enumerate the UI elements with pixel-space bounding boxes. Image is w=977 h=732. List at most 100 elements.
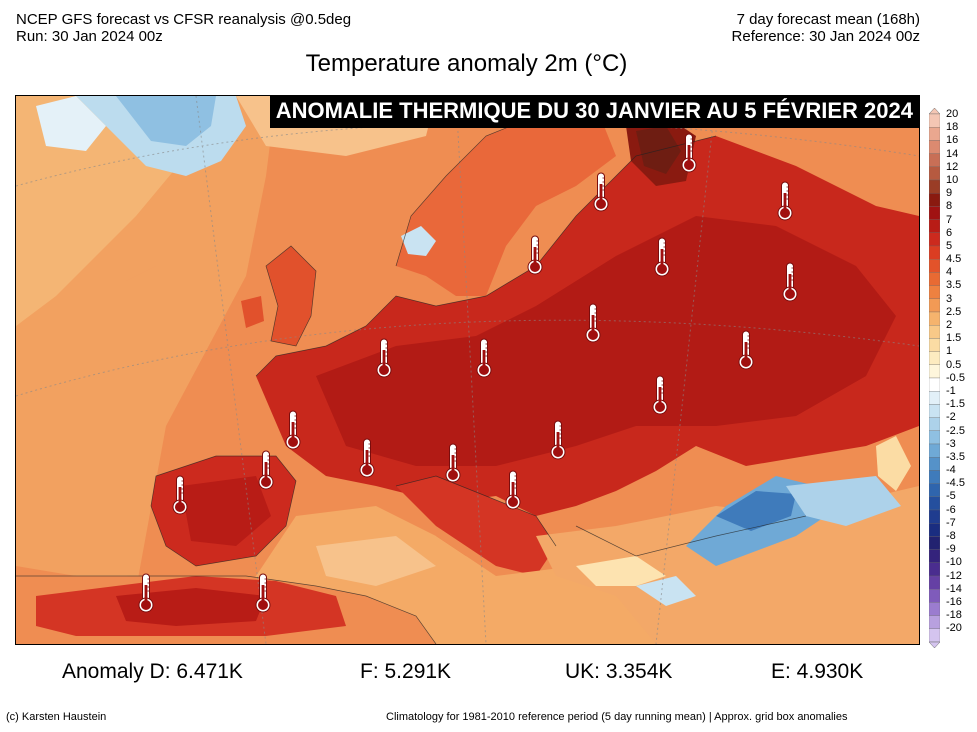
thermometer-icon xyxy=(258,450,274,490)
colorbar-label: 2 xyxy=(946,319,953,331)
colorbar-label: 14 xyxy=(946,147,959,160)
colorbar-swatch xyxy=(929,285,940,299)
thermometer-icon xyxy=(359,438,375,478)
thermometer-icon xyxy=(445,443,461,483)
colorbar-label: -4 xyxy=(946,464,956,477)
colorbar-swatch xyxy=(929,615,940,629)
colorbar-swatch xyxy=(929,193,940,207)
colorbar-swatch xyxy=(929,628,940,643)
colorbar-swatch xyxy=(929,311,940,326)
anomaly-map: ANOMALIE THERMIQUE DU 30 JANVIER AU 5 FÉ… xyxy=(15,95,920,645)
colorbar-swatch xyxy=(929,496,940,511)
colorbar-swatch xyxy=(929,140,940,154)
colorbar-swatch xyxy=(929,351,940,365)
colorbar-label: -9 xyxy=(946,543,956,556)
colorbar-label: -12 xyxy=(946,569,962,582)
colorbar-swatch xyxy=(929,417,940,431)
colorbar-label: -16 xyxy=(946,595,962,608)
colorbar-swatch xyxy=(929,298,940,313)
colorbar-swatch xyxy=(929,575,940,590)
colorbar-label: -20 xyxy=(946,622,962,635)
colorbar-swatch xyxy=(929,536,940,550)
colorbar-label: 1.5 xyxy=(946,332,962,345)
colorbar-label: -14 xyxy=(946,582,962,595)
header-right: 7 day forecast mean (168h) Reference: 30… xyxy=(732,11,920,45)
colorbar-label: -3 xyxy=(946,437,956,450)
page-title: Temperature anomaly 2m (°C) xyxy=(305,50,628,77)
colorbar-swatch xyxy=(929,364,940,379)
thermometer-icon xyxy=(593,172,609,212)
thermometer-icon xyxy=(782,262,798,302)
thermometer-icon xyxy=(738,330,754,370)
colorbar-swatch xyxy=(929,602,940,616)
thermometer-icon xyxy=(255,573,271,613)
colorbar-label: 3 xyxy=(946,292,953,305)
colorbar-swatch xyxy=(929,470,940,484)
map-canvas xyxy=(16,96,919,644)
colorbar-swatch xyxy=(929,443,940,458)
colorbar-label: -5 xyxy=(946,490,956,503)
colorbar-label: -1.5 xyxy=(946,398,965,411)
colorbar-swatch xyxy=(929,259,940,273)
colorbar-swatch xyxy=(929,562,940,577)
colorbar-swatch xyxy=(929,523,940,537)
climatology-note: Climatology for 1981-2010 reference peri… xyxy=(386,711,848,723)
anomaly-germany: Anomaly D: 6.471K xyxy=(62,660,243,683)
colorbar-swatch xyxy=(929,377,940,392)
colorbar-label: 12 xyxy=(946,160,959,173)
thermometer-icon xyxy=(476,338,492,378)
colorbar-swatch xyxy=(929,113,940,128)
colorbar-swatch xyxy=(929,179,940,194)
colorbar-label: -8 xyxy=(946,530,956,542)
banner-title: ANOMALIE THERMIQUE DU 30 JANVIER AU 5 FÉ… xyxy=(269,96,919,128)
anomaly-uk: UK: 3.354K xyxy=(565,660,673,683)
colorbar-swatch xyxy=(929,206,940,220)
colorbar-label: -10 xyxy=(946,556,962,569)
colorbar-label: 0.5 xyxy=(946,358,962,371)
colorbar-labels: 20 18 16 14 12 10 9 8 7 6 5 4.5 4 3.5 3 2.5 2 1.5 1 0.5 -0.5… xyxy=(946,108,965,636)
colorbar-label: -2.5 xyxy=(946,424,965,437)
colorbar-label: 6 xyxy=(946,226,953,239)
thermometer-icon xyxy=(681,133,697,173)
thermometer-icon xyxy=(654,237,670,277)
colorbar-swatch xyxy=(929,166,940,181)
colorbar-label: 16 xyxy=(946,134,959,147)
colorbar-top-arrow xyxy=(929,108,940,115)
thermometer-icon xyxy=(172,475,188,515)
thermometer-icon xyxy=(652,375,668,415)
colorbar-label: 3.5 xyxy=(946,279,962,292)
colorbar-label: -7 xyxy=(946,516,956,529)
colorbar-swatch xyxy=(929,549,940,563)
colorbar-label: -4.5 xyxy=(946,477,965,490)
thermometer-icon xyxy=(376,338,392,378)
colorbar-swatch xyxy=(929,245,940,260)
colorbar-swatch xyxy=(929,509,940,524)
colorbar-label: 18 xyxy=(946,121,959,134)
reference-info: Reference: 30 Jan 2024 00z xyxy=(731,28,920,45)
colorbar-label: 4.5 xyxy=(946,253,962,266)
model-info: NCEP GFS forecast vs CFSR reanalysis @0.… xyxy=(16,11,352,28)
colorbar-swatch xyxy=(929,483,940,497)
colorbar-label: -6 xyxy=(946,503,956,516)
thermometer-icon xyxy=(585,303,601,343)
thermometer-icon xyxy=(285,410,301,450)
colorbar-swatch xyxy=(929,338,940,352)
colorbar-label: 4 xyxy=(946,266,953,279)
colorbar-label: 2.5 xyxy=(946,305,962,318)
colorbar-swatch xyxy=(929,325,940,339)
forecast-period: 7 day forecast mean (168h) xyxy=(736,11,920,28)
anomaly-france: F: 5.291K xyxy=(360,660,452,683)
thermometer-icon xyxy=(550,420,566,460)
colorbar-label: -0.5 xyxy=(946,371,965,384)
colorbar-label: -2 xyxy=(946,411,956,424)
thermometer-icon xyxy=(138,573,154,613)
thermometer-icon xyxy=(527,235,543,275)
colorbar-swatch xyxy=(929,404,940,418)
colorbar-label: -18 xyxy=(946,609,962,622)
colorbar-swatch xyxy=(929,589,940,603)
colorbar-swatch xyxy=(929,127,940,141)
colorbar-label: 5 xyxy=(946,239,953,252)
colorbar-swatch xyxy=(929,219,940,233)
colorbar-label: -3.5 xyxy=(946,450,965,463)
colorbar-swatch xyxy=(929,391,940,405)
